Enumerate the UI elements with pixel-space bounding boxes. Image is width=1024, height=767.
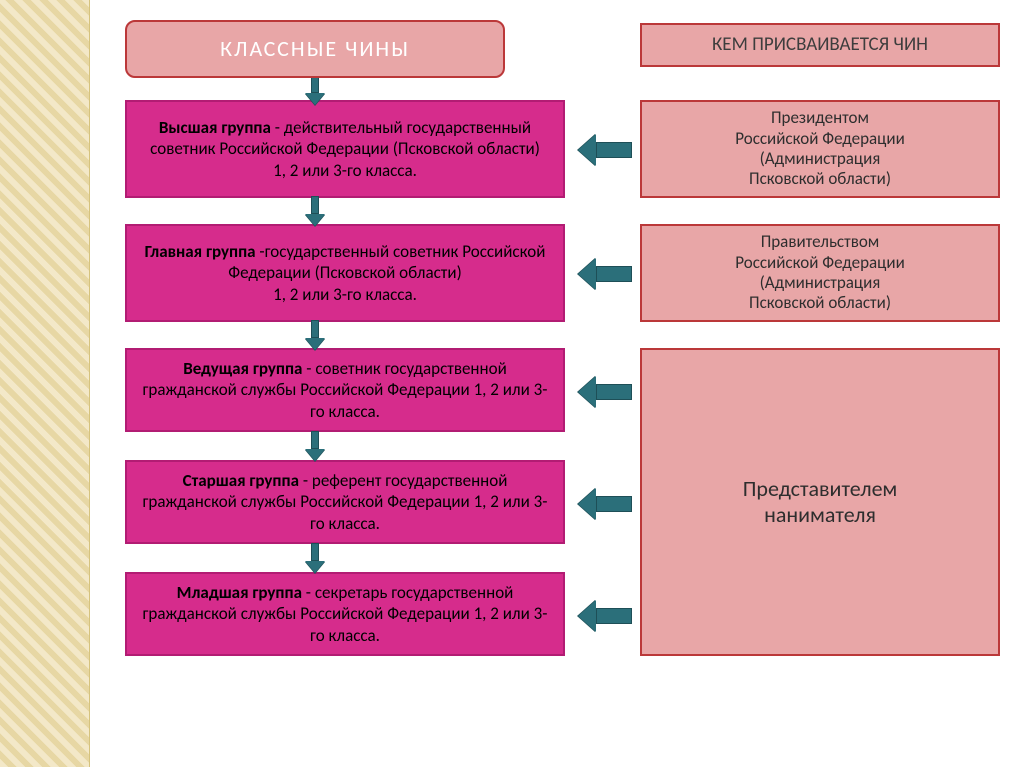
- decorative-sideband: [0, 0, 90, 767]
- ranks-title-text: КЛАССНЫЕ ЧИНЫ: [220, 36, 410, 61]
- rank-box-3: Старшая группа - референт государственно…: [125, 460, 565, 544]
- arrow-down-icon: [305, 431, 325, 461]
- arrow-left-icon: [578, 134, 632, 166]
- rank-bold-3: Старшая группа: [183, 470, 299, 491]
- rank-bold-0: Высшая группа: [159, 117, 271, 138]
- arrow-down-icon: [305, 196, 325, 226]
- assign-text-1: Правительством Российской Федерации (Адм…: [735, 232, 905, 314]
- assign-text-2: Представителем нанимателя: [743, 476, 898, 529]
- arrow-down-icon: [305, 543, 325, 573]
- rank-text-1: -государственный советник Российской Фед…: [228, 241, 545, 305]
- rank-bold-1: Главная группа: [145, 241, 256, 262]
- rank-box-2: Ведущая группа - советник государственно…: [125, 348, 565, 432]
- assign-box-1: Правительством Российской Федерации (Адм…: [640, 224, 1000, 322]
- rank-box-1: Главная группа -государственный советник…: [125, 224, 565, 322]
- rank-box-4: Младшая группа - секретарь государственн…: [125, 572, 565, 656]
- assign-text-0: Президентом Российской Федерации (Админи…: [735, 108, 905, 190]
- ranks-title: КЛАССНЫЕ ЧИНЫ: [125, 20, 505, 78]
- rank-bold-2: Ведущая группа: [183, 358, 302, 379]
- arrow-left-icon: [578, 258, 632, 290]
- arrow-down-icon: [305, 75, 325, 105]
- arrow-left-icon: [578, 488, 632, 520]
- rank-bold-4: Младшая группа: [177, 582, 302, 603]
- assign-box-2: Представителем нанимателя: [640, 348, 1000, 656]
- arrow-left-icon: [578, 376, 632, 408]
- arrow-down-icon: [305, 320, 325, 350]
- assigned-by-title-text: КЕМ ПРИСВАИВАЕТСЯ ЧИН: [712, 34, 928, 56]
- arrow-left-icon: [578, 600, 632, 632]
- assign-box-0: Президентом Российской Федерации (Админи…: [640, 100, 1000, 198]
- assigned-by-title: КЕМ ПРИСВАИВАЕТСЯ ЧИН: [640, 23, 1000, 67]
- rank-box-0: Высшая группа - действительный государст…: [125, 100, 565, 198]
